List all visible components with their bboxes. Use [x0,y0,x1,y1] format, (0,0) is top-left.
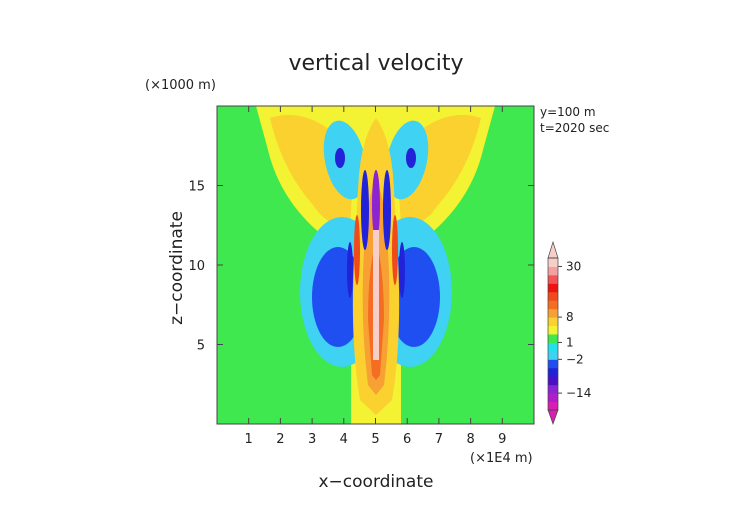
y-axis-label: z−coordinate [167,211,187,325]
colorbar-segment [548,384,558,394]
colorbar-segment [548,266,558,276]
y-tick-label: 15 [188,180,205,195]
y-tick-label: 10 [188,259,205,274]
chart-title: vertical velocity [288,51,463,76]
colorbar-segment [548,334,558,343]
field-band-blue-2 [383,170,391,250]
colorbar-segment [548,308,558,318]
colorbar-segment [548,300,558,310]
field-band-red-1 [354,215,360,285]
colorbar-tick-label: 8 [566,310,574,324]
colorbar-segment [548,291,558,301]
colorbar-segment [548,283,558,293]
x-tick-label: 3 [308,432,316,447]
x-tick-label: 6 [403,432,411,447]
x-ticks: 1 2 3 4 5 6 7 8 9 [245,106,506,447]
y-unit-label: (×1000 m) [145,78,216,93]
colorbar-min-arrow [547,409,559,426]
colorbar-segment [548,274,558,284]
colorbar-segment [548,393,558,403]
x-tick-label: 5 [371,432,379,447]
field-band-red-2 [392,215,398,285]
x-tick-label: 4 [340,432,348,447]
colorbar-tick-label: −14 [566,386,591,400]
x-unit-label: (×1E4 m) [470,451,533,466]
colorbar-segment [548,401,558,411]
colorbar-segment [548,342,558,352]
annotation-time: t=2020 sec [540,121,609,135]
field-darkblue-upper-right [406,148,416,168]
field-cyan-upper-left [323,120,367,200]
colorbar-tick-label: 30 [566,259,581,273]
field-band-blue-3 [347,242,353,298]
y-tick-label: 5 [197,339,205,354]
colorbar-segment [548,325,558,335]
colorbar-tick-label: −2 [566,352,584,366]
colorbar: 30 8 1 −2 −14 [547,240,591,426]
x-axis-label: x−coordinate [319,472,434,492]
field-band-blue-1 [361,170,369,250]
field-band-blue-4 [399,242,405,298]
field-center-white [373,230,379,360]
colorbar-segment [548,317,558,327]
x-tick-label: 7 [435,432,443,447]
x-tick-label: 1 [245,432,253,447]
colorbar-segment [548,367,558,377]
colorbar-frame [547,257,559,411]
colorbar-segment [548,376,558,386]
field-band-purple [372,170,380,240]
field-darkblue-upper-left [335,148,345,168]
x-tick-label: 2 [276,432,284,447]
y-ticks: 5 10 15 [188,180,534,354]
plot-area [217,106,534,424]
colorbar-segment [548,258,558,267]
x-tick-label: 8 [466,432,474,447]
colorbar-max-arrow [547,240,559,259]
colorbar-segment [548,359,558,369]
annotation-y: y=100 m [540,105,596,119]
x-tick-label: 9 [498,432,506,447]
colorbar-tick-label: 1 [566,335,574,349]
colorbar-segment [548,350,558,360]
